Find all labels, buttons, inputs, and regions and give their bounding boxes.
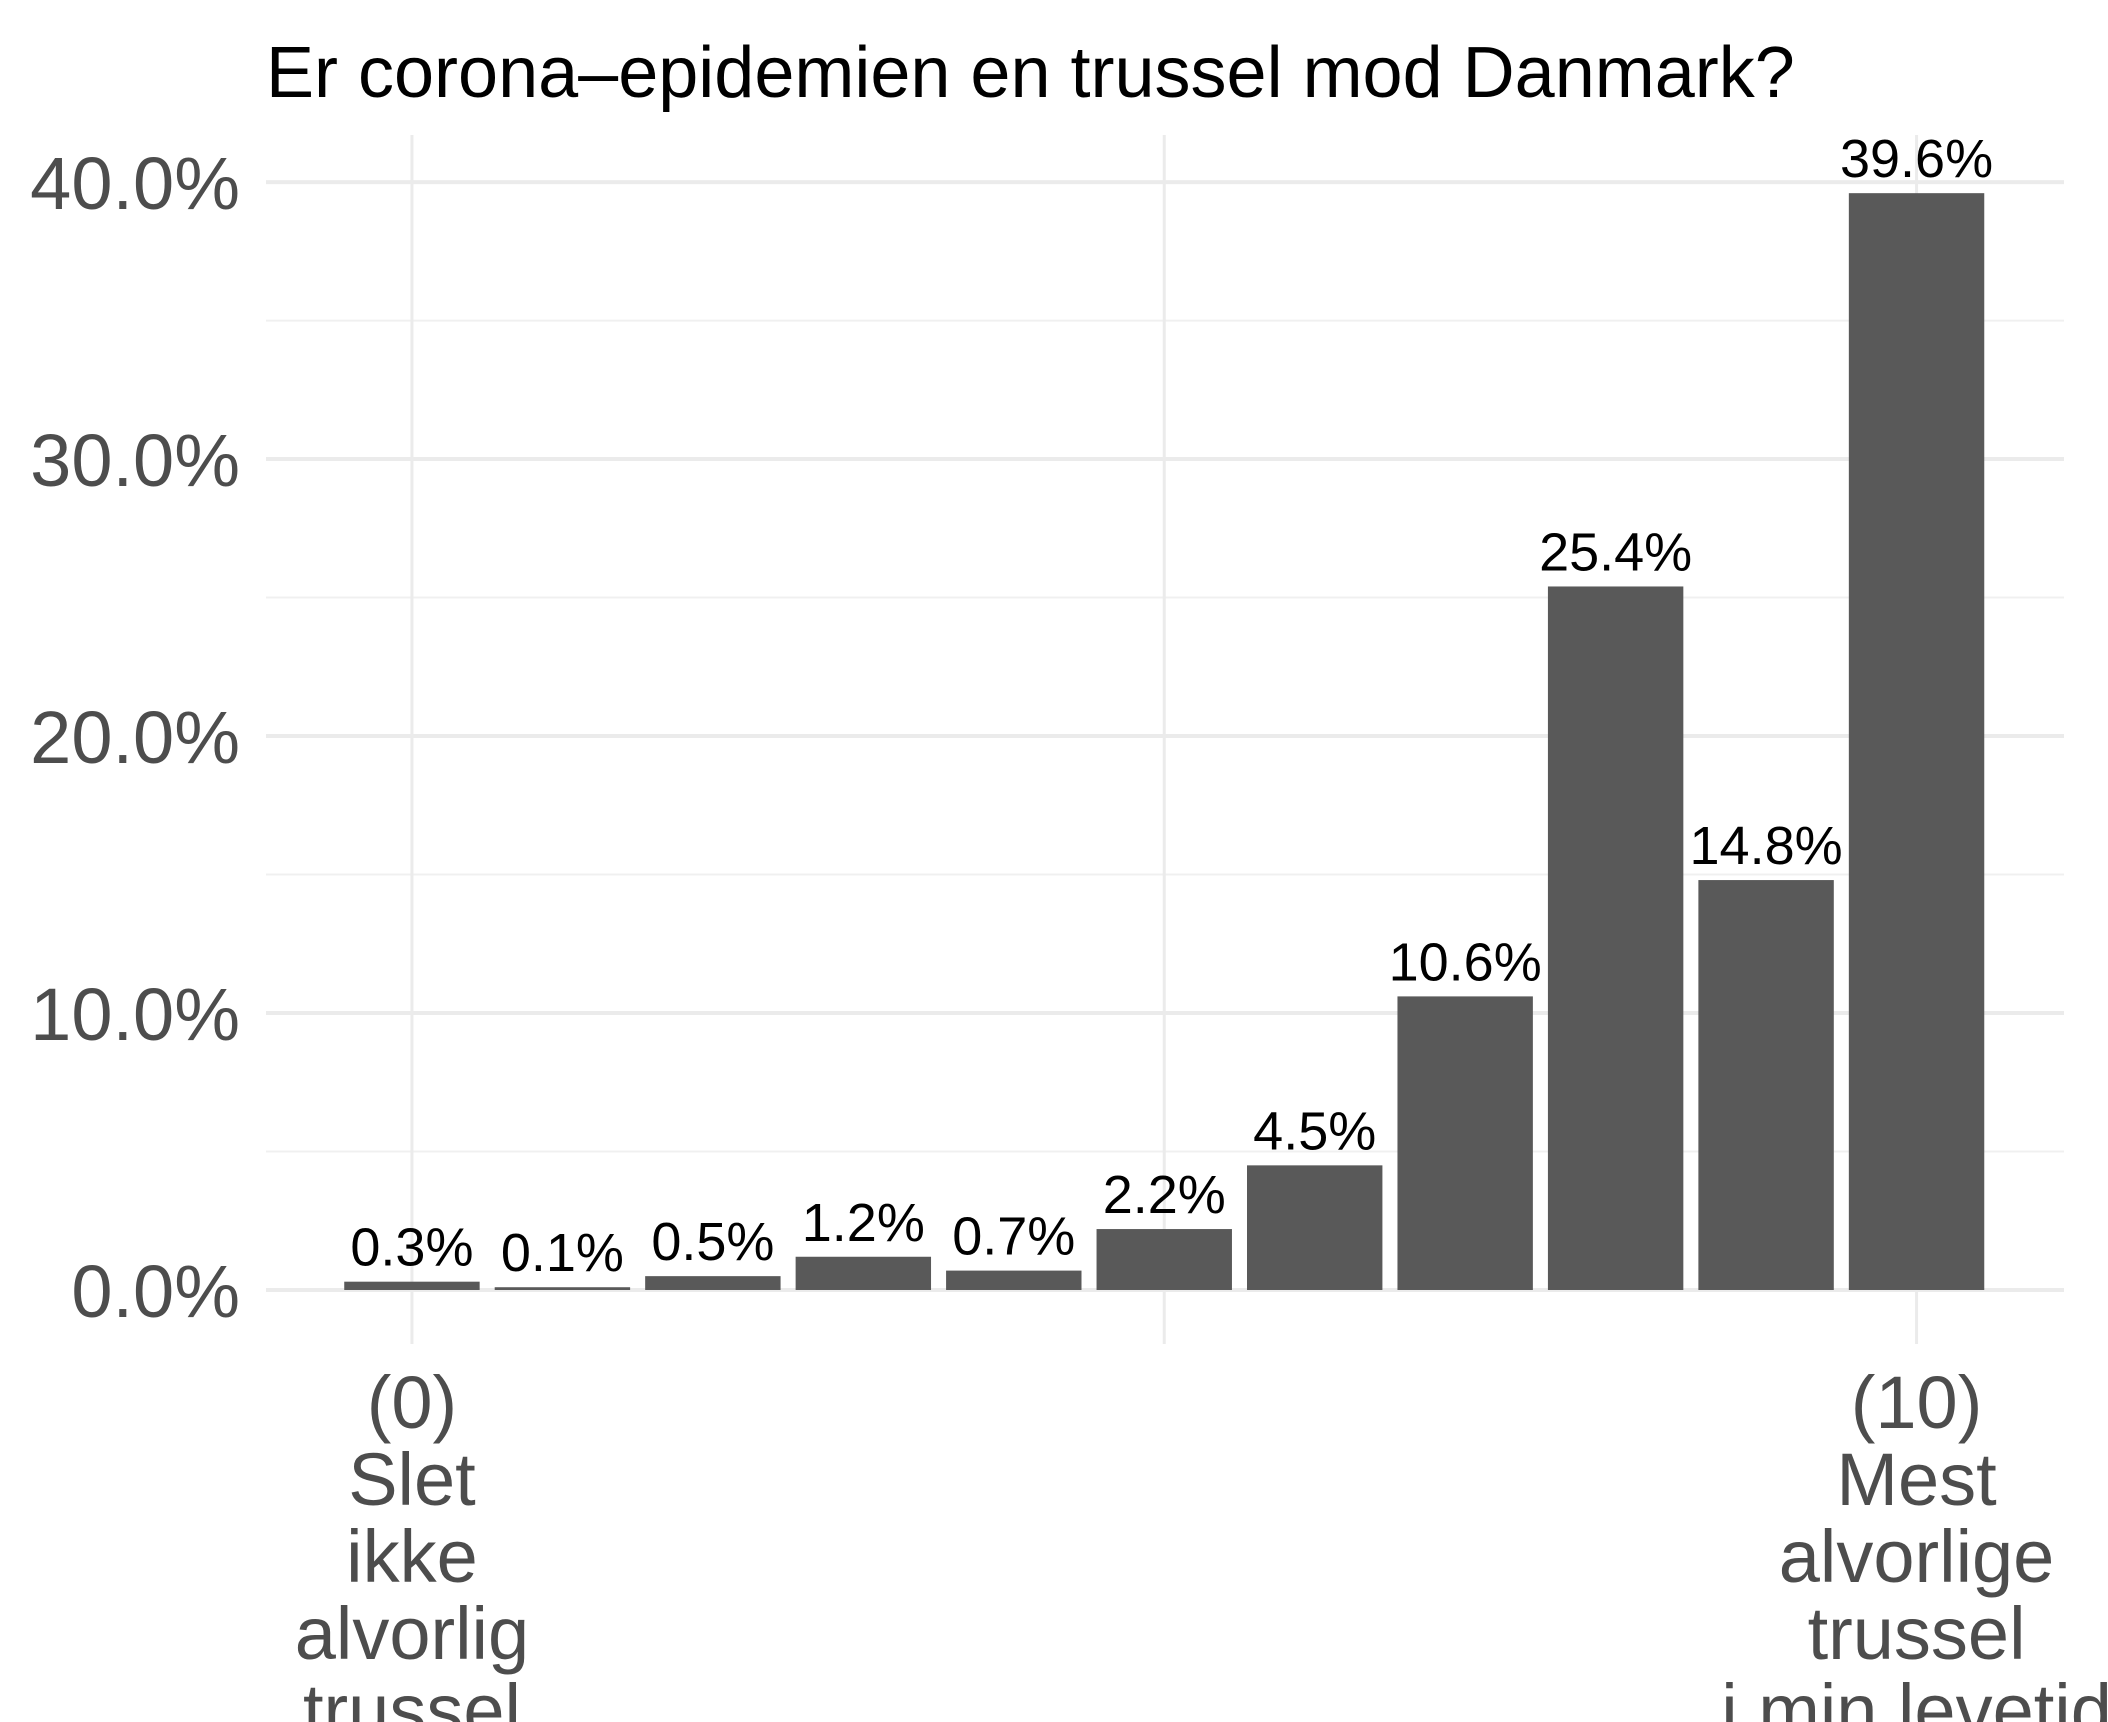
y-tick-label: 40.0% [30, 142, 240, 225]
bar [1247, 1165, 1383, 1290]
x-tick-label-line: Mest [1836, 1438, 1997, 1521]
value-label: 4.5% [1253, 1101, 1376, 1161]
bar [1698, 880, 1834, 1290]
x-tick-label-line: Slet [348, 1438, 476, 1521]
x-tick-label: (0) Slet ikke alvorlig trussel [295, 1361, 529, 1722]
x-tick-label-line: trussel [303, 1669, 521, 1722]
bar [494, 1287, 631, 1290]
value-label: 14.8% [1690, 816, 1843, 876]
x-tick-label: (10) Mest alvorlige trussel i min levetid [1721, 1361, 2108, 1722]
value-label: 0.5% [651, 1212, 774, 1272]
value-label: 0.1% [501, 1223, 624, 1283]
x-tick-label-line: (0) [367, 1361, 457, 1444]
bar [946, 1270, 1082, 1290]
value-label: 25.4% [1539, 522, 1692, 582]
bar [1547, 586, 1684, 1290]
value-label: 39.6% [1840, 129, 1993, 189]
bar [645, 1276, 781, 1290]
value-label: 0.7% [952, 1207, 1075, 1267]
bar [1096, 1229, 1232, 1290]
value-label: 1.2% [802, 1193, 925, 1253]
value-label: 2.2% [1103, 1165, 1226, 1225]
bar [1848, 193, 1985, 1290]
x-tick-label-line: alvorlige [1779, 1515, 2055, 1598]
y-tick-label: 10.0% [30, 973, 240, 1056]
y-tick-label: 0.0% [71, 1250, 240, 1333]
x-tick-label-line: alvorlig [295, 1592, 529, 1675]
x-tick-label-line: trussel [1808, 1592, 2026, 1675]
value-label: 10.6% [1389, 932, 1542, 992]
x-tick-label-line: i min levetid [1721, 1669, 2108, 1722]
bar [795, 1256, 932, 1290]
y-tick-label: 30.0% [30, 419, 240, 502]
y-tick-label: 20.0% [30, 696, 240, 779]
x-tick-label-line: ikke [346, 1515, 478, 1598]
bar [344, 1281, 480, 1290]
x-tick-label-line: (10) [1851, 1361, 1983, 1444]
chart-title: Er corona–epidemien en trussel mod Danma… [266, 33, 1795, 113]
value-label: 0.3% [350, 1218, 473, 1278]
bar [1397, 996, 1533, 1290]
